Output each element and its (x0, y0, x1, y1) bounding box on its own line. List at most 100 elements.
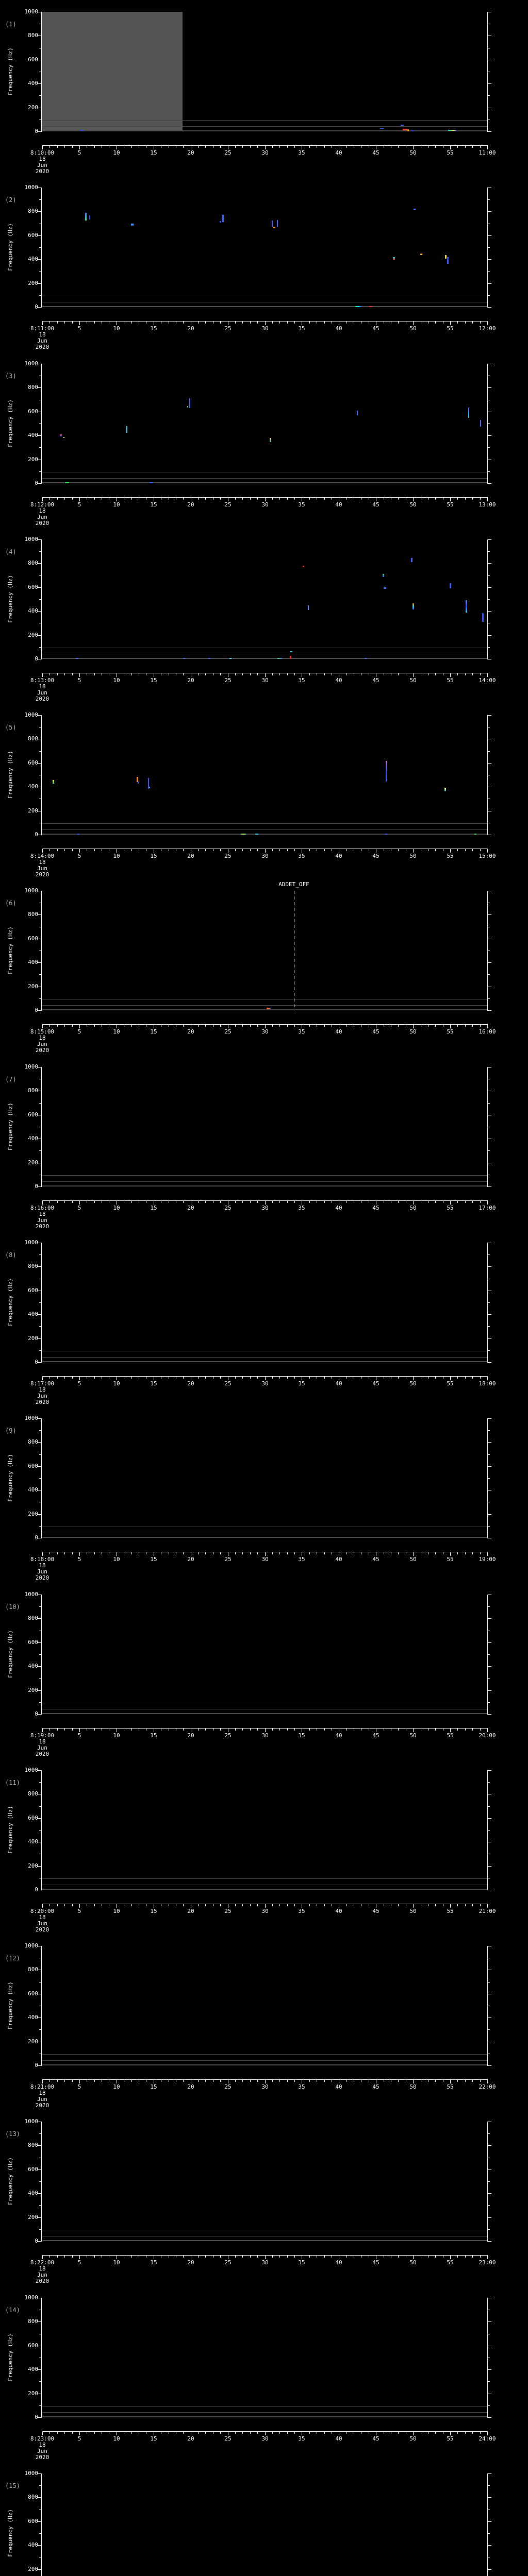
x-axis-tick (183, 2432, 184, 2434)
x-tick-label: 15 (150, 677, 157, 684)
x-tick-label: 45 (372, 1908, 380, 1914)
spectrogram-panel: (5) Frequency (Hz) 0 200 400 600 800 1000 8:14:0… (0, 703, 528, 879)
y-axis-tick (488, 2569, 491, 2570)
x-tick-label: 10 (113, 501, 120, 508)
x-axis-tick (79, 498, 80, 501)
x-axis-tick (72, 673, 73, 675)
x-axis-end-time-label: 24:00 (478, 2435, 496, 2442)
x-axis-date-label: 2020 (35, 168, 50, 175)
x-axis-tick (220, 1025, 221, 1027)
x-tick-label: 20 (187, 325, 194, 332)
x-axis-date-label: Jun (37, 337, 47, 344)
y-axis-title: Frequency (Hz) (7, 2333, 14, 2381)
x-tick-label: 35 (298, 1556, 305, 1563)
x-axis-tick (205, 2432, 206, 2434)
panel-number-label: (12) (5, 1955, 20, 1962)
y-axis-tick (488, 247, 490, 248)
x-axis-tick (480, 146, 481, 148)
y-axis-tick (39, 423, 41, 424)
x-axis-tick (272, 1025, 273, 1027)
x-tick-label: 5 (77, 1205, 81, 1211)
y-axis-tick (488, 271, 490, 272)
panel-number-label: (11) (5, 1779, 20, 1786)
y-axis-tick (39, 1526, 41, 1527)
x-axis-tick (79, 2432, 80, 2435)
x-tick-label: 35 (298, 325, 305, 332)
x-axis-end-time-label: 14:00 (478, 677, 496, 684)
x-axis-date-label: Jun (37, 162, 47, 168)
detection-blip (384, 587, 386, 589)
y-axis-tick (39, 1478, 41, 1479)
x-axis-start-time-label: 8:23:00 (30, 2435, 55, 2442)
x-axis-end-time-label: 13:00 (478, 501, 496, 508)
x-axis-tick (235, 1728, 236, 1731)
y-tick-label: 200 (28, 1511, 38, 1517)
x-axis-tick (242, 673, 243, 675)
x-tick-label: 50 (409, 677, 417, 684)
x-axis-tick (42, 1201, 43, 1205)
y-axis-tick (39, 199, 41, 200)
x-axis-tick (398, 1904, 399, 1906)
x-axis-tick (279, 1552, 280, 1554)
x-tick-label: 20 (187, 1028, 194, 1035)
x-axis-tick (287, 498, 288, 500)
x-axis-date-label: 18 (39, 507, 46, 514)
x-axis-tick (183, 2256, 184, 2258)
x-tick-label: 30 (261, 2083, 269, 2090)
y-axis-tick (38, 1866, 41, 1867)
x-axis-date-label: 18 (39, 1386, 46, 1393)
x-tick-label: 50 (409, 1732, 417, 1739)
x-axis-tick (64, 1728, 65, 1731)
x-axis-tick (487, 849, 488, 853)
x-axis-tick (94, 1201, 95, 1203)
x-axis-tick (72, 1552, 73, 1554)
y-axis-tick (488, 131, 491, 132)
right-axis-spine (487, 539, 488, 659)
x-axis-tick (480, 1377, 481, 1379)
x-axis-end-time-label: 20:00 (478, 1732, 496, 1739)
x-tick-label: 15 (150, 2435, 157, 2442)
noise-band-line (42, 2054, 487, 2055)
x-axis-tick (257, 321, 258, 324)
x-axis-tick (205, 498, 206, 500)
x-axis-tick (279, 849, 280, 851)
x-tick-label: 55 (447, 1028, 454, 1035)
x-axis-tick (265, 1377, 266, 1380)
spectrogram-plot-area (42, 1595, 487, 1714)
y-axis-tick (488, 1442, 491, 1443)
y-tick-label: 800 (28, 32, 38, 39)
y-axis-tick (488, 1466, 491, 1467)
x-axis-tick (131, 321, 132, 324)
x-axis-tick (235, 673, 236, 675)
x-axis-tick (72, 2256, 73, 2258)
x-axis-tick (294, 1025, 295, 1027)
y-axis-tick (39, 1606, 41, 1607)
x-axis-tick (64, 1904, 65, 1906)
x-tick-label: 15 (150, 1205, 157, 1211)
y-axis-tick (39, 1350, 41, 1351)
x-axis-tick (57, 2432, 58, 2434)
y-tick-label: 1000 (24, 711, 39, 718)
x-axis-tick (265, 1904, 266, 1908)
x-axis-tick (294, 2432, 295, 2434)
x-tick-label: 30 (261, 1205, 269, 1211)
x-axis-tick (183, 498, 184, 500)
x-tick-label: 10 (113, 1205, 120, 1211)
x-axis-tick (398, 1025, 399, 1027)
y-axis-tick (488, 1350, 490, 1351)
y-axis-tick (488, 1654, 490, 1655)
y-tick-label: 200 (28, 2214, 38, 2221)
x-axis-tick (272, 849, 273, 851)
x-axis-date-label: 18 (39, 2442, 46, 2448)
x-tick-label: 20 (187, 2435, 194, 2442)
x-axis-tick (220, 2256, 221, 2258)
x-axis-tick (398, 2256, 399, 2258)
spectrogram-plot-area (42, 891, 487, 1010)
x-axis-tick (465, 2432, 466, 2434)
x-axis-tick (220, 2080, 221, 2082)
x-axis-tick (435, 1201, 436, 1203)
y-tick-label: 1000 (24, 2470, 39, 2477)
y-axis-tick (38, 2521, 41, 2522)
y-axis-tick (38, 587, 41, 588)
detection-blip (150, 482, 153, 483)
